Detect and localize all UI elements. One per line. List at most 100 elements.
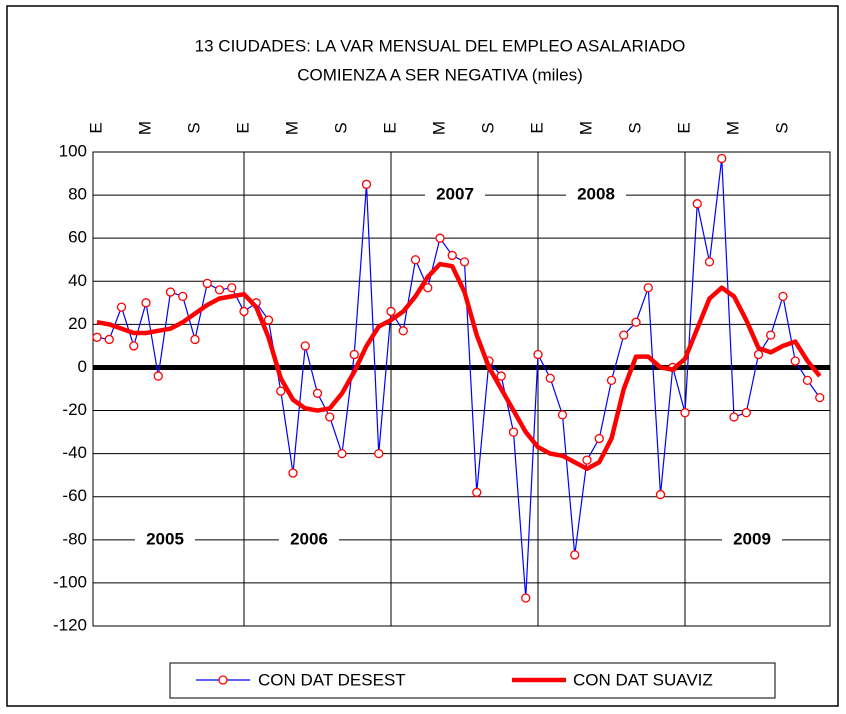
legend-swatch — [218, 675, 228, 685]
marker — [594, 433, 604, 444]
y-tick-label: -20 — [62, 400, 87, 419]
x-tick-label: M — [723, 121, 742, 135]
y-tick-label: -40 — [62, 443, 87, 462]
marker — [557, 410, 568, 420]
marker — [386, 306, 396, 317]
annotation-bg — [425, 184, 485, 207]
y-tick-label: -60 — [62, 486, 87, 505]
annotation-bg — [279, 528, 339, 551]
marker — [545, 373, 555, 383]
marker — [141, 298, 151, 308]
marker — [704, 257, 715, 267]
marker — [521, 593, 531, 603]
marker — [741, 408, 751, 418]
marker — [325, 412, 335, 422]
marker — [790, 356, 800, 366]
series-line — [96, 261, 822, 471]
marker — [766, 330, 776, 340]
marker — [178, 291, 188, 302]
marker — [570, 550, 580, 560]
marker — [398, 326, 408, 336]
marker — [802, 375, 813, 386]
marker — [288, 468, 298, 478]
marker — [729, 412, 739, 422]
marker — [190, 334, 200, 345]
x-tick-label: E — [527, 122, 546, 133]
x-tick-label: M — [135, 121, 154, 135]
marker — [815, 392, 825, 403]
marker — [643, 283, 653, 293]
marker — [447, 250, 457, 261]
marker — [631, 317, 641, 327]
marker — [153, 371, 163, 381]
marker — [202, 278, 212, 289]
y-tick-label: 60 — [68, 228, 87, 247]
marker — [263, 315, 274, 325]
plot-area — [92, 151, 831, 627]
marker — [374, 448, 384, 459]
marker — [655, 489, 666, 500]
y-tick-label: 0 — [78, 357, 87, 376]
x-tick-label: S — [331, 122, 350, 133]
marker — [361, 179, 372, 189]
chart-title: COMIENZA A SER NEGATIVA (miles) — [297, 65, 583, 84]
marker — [312, 388, 323, 398]
annotation: 2009 — [733, 529, 771, 548]
marker — [165, 287, 176, 297]
legend-label: CON DAT SUAVIZ — [573, 670, 713, 689]
annotation: 2005 — [146, 529, 184, 548]
marker — [227, 283, 237, 293]
marker — [129, 341, 139, 351]
marker — [606, 375, 617, 386]
marker — [423, 283, 433, 293]
chart-title: 13 CIUDADES: LA VAR MENSUAL DEL EMPLEO A… — [195, 36, 686, 55]
marker — [533, 349, 543, 360]
marker — [104, 334, 114, 345]
annotation: 2008 — [577, 185, 615, 204]
marker — [692, 199, 702, 209]
marker — [459, 257, 470, 267]
y-tick-label: -100 — [53, 572, 87, 591]
marker — [410, 255, 421, 265]
x-tick-label: S — [772, 122, 791, 133]
marker — [337, 448, 347, 459]
annotation-bg — [722, 528, 782, 551]
annotation-bg — [566, 184, 626, 207]
y-tick-label: 20 — [68, 314, 87, 333]
marker — [680, 408, 690, 418]
x-tick-label: S — [478, 122, 497, 133]
y-tick-label: 80 — [68, 185, 87, 204]
x-tick-label: E — [380, 122, 399, 133]
x-tick-label: M — [282, 121, 301, 135]
annotation: 2006 — [290, 529, 328, 548]
marker — [508, 427, 519, 437]
marker — [472, 487, 482, 498]
y-tick-label: 40 — [68, 271, 87, 290]
x-tick-label: E — [233, 122, 252, 133]
marker — [92, 332, 102, 342]
marker — [214, 285, 225, 295]
x-tick-label: M — [429, 121, 448, 135]
y-tick-label: -80 — [62, 529, 87, 548]
marker — [778, 291, 788, 302]
legend-label: CON DAT DESEST — [258, 670, 406, 689]
annotation: 2007 — [436, 185, 474, 204]
x-tick-label: E — [86, 122, 105, 133]
y-tick-label: 100 — [59, 141, 87, 160]
marker — [116, 302, 127, 312]
legend — [169, 662, 776, 699]
marker — [717, 153, 727, 164]
marker — [619, 330, 629, 340]
annotation-bg — [135, 528, 195, 551]
marker — [349, 349, 359, 360]
marker — [276, 386, 286, 396]
marker — [753, 349, 764, 360]
x-tick-label: S — [184, 122, 203, 133]
y-tick-label: -120 — [53, 615, 87, 634]
x-tick-label: E — [674, 122, 693, 133]
x-tick-label: M — [576, 121, 595, 135]
marker — [582, 455, 592, 465]
x-tick-label: S — [625, 122, 644, 133]
marker — [435, 233, 445, 243]
